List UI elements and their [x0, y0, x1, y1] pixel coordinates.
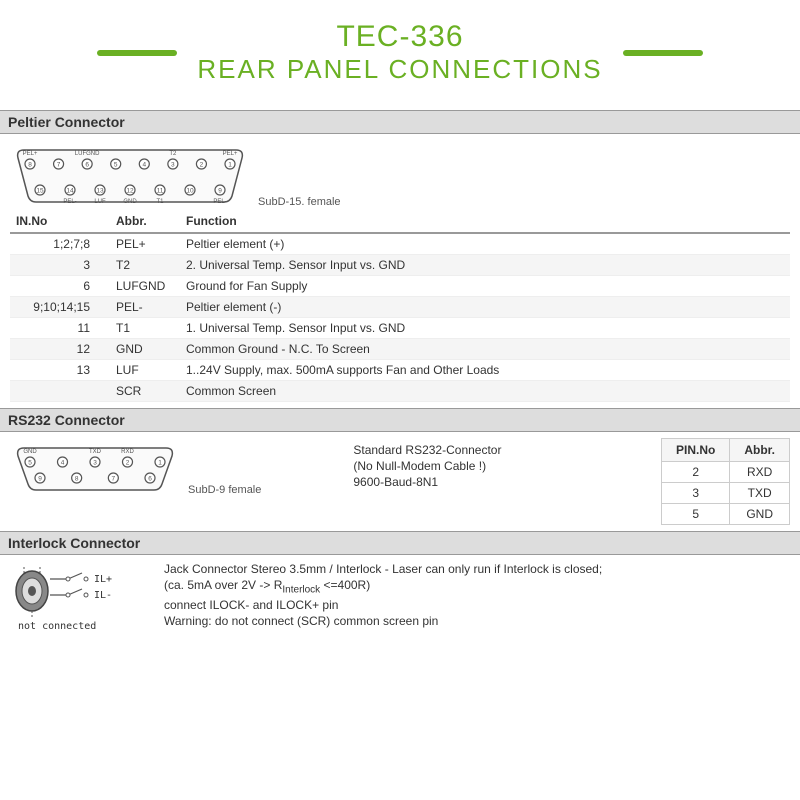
rs232-col-header: Abbr.: [730, 439, 790, 462]
svg-text:11: 11: [157, 188, 164, 195]
header-title: TEC-336: [197, 20, 602, 54]
table-row: SCRCommon Screen: [10, 381, 790, 402]
rs232-pin-table: PIN.NoAbbr. 2RXD3TXD5GND: [661, 438, 790, 525]
svg-text:9: 9: [218, 188, 222, 195]
table-row: 1;2;7;8PEL+Peltier element (+): [10, 233, 790, 255]
page-header: TEC-336 REAR PANEL CONNECTIONS: [0, 0, 800, 110]
table-row: 9;10;14;15PEL-Peltier element (-): [10, 297, 790, 318]
svg-text:PEL-: PEL-: [213, 199, 226, 205]
svg-text:T1: T1: [156, 199, 164, 205]
svg-text:1: 1: [228, 162, 232, 169]
svg-text:5: 5: [114, 162, 118, 169]
svg-text:not connected: not connected: [18, 621, 96, 632]
interlock-line3: connect ILOCK- and ILOCK+ pin: [164, 597, 602, 613]
peltier-col-header: IN.No: [10, 210, 110, 233]
svg-text:8: 8: [75, 476, 79, 483]
svg-text:7: 7: [112, 476, 116, 483]
svg-text:TXD: TXD: [89, 449, 102, 455]
rs232-col-header: PIN.No: [661, 439, 729, 462]
svg-text:3: 3: [171, 162, 175, 169]
svg-text:4: 4: [61, 460, 65, 467]
rs232-desc-line1: Standard RS232-Connector: [353, 442, 649, 458]
svg-text:2: 2: [200, 162, 204, 169]
rs232-description: Standard RS232-Connector (No Null-Modem …: [273, 438, 649, 491]
svg-text:LUF: LUF: [94, 199, 106, 205]
rs232-desc-line3: 9600-Baud-8N1: [353, 474, 649, 490]
table-row: 6LUFGNDGround for Fan Supply: [10, 276, 790, 297]
peltier-section-header: Peltier Connector: [0, 110, 800, 134]
interlock-description: Jack Connector Stereo 3.5mm / Interlock …: [164, 561, 602, 629]
svg-text:1: 1: [158, 460, 162, 467]
peltier-connector-label: SubD-15. female: [258, 196, 341, 208]
table-row: 13LUF1..24V Supply, max. 500mA supports …: [10, 360, 790, 381]
svg-text:13: 13: [96, 188, 104, 195]
svg-text:PEL+: PEL+: [223, 151, 238, 157]
peltier-pin-table: IN.NoAbbr.Function 1;2;7;8PEL+Peltier el…: [10, 210, 790, 402]
svg-text:15: 15: [36, 188, 44, 195]
table-row: 2RXD: [661, 462, 789, 483]
svg-text:9: 9: [38, 476, 42, 483]
svg-text:GND: GND: [23, 449, 37, 455]
svg-text:6: 6: [85, 162, 89, 169]
peltier-col-header: Function: [180, 210, 790, 233]
header-subtitle: REAR PANEL CONNECTIONS: [197, 54, 602, 85]
subd15-connector-icon: 8 PEL+ 7 6 LUFGND 5 4 3 T2 2 1 PEL+ 15 14 PEL- 13 LUF 12 G…: [10, 140, 250, 210]
peltier-panel: 8PEL+76LUFGND543T221PEL+1514PEL-13LUF12G…: [0, 134, 800, 408]
svg-text:10: 10: [186, 188, 194, 195]
svg-text:IL+: IL+: [94, 574, 112, 585]
peltier-connector-row: 8 PEL+ 7 6 LUFGND 5 4 3 T2 2 1 PEL+ 15 14 PEL- 13 LUF 12 G…: [10, 140, 790, 210]
rs232-section-header: RS232 Connector: [0, 408, 800, 432]
subd9-connector-icon: 5 GND 4 3 TXD 2 RXD 1 9 8 7 6: [10, 438, 180, 498]
interlock-line2: (ca. 5mA over 2V -> RInterlock <=400R): [164, 577, 602, 597]
svg-text:6: 6: [148, 476, 152, 483]
table-row: 11T11. Universal Temp. Sensor Input vs. …: [10, 318, 790, 339]
interlock-line4: Warning: do not connect (SCR) common scr…: [164, 613, 602, 629]
table-row: 3TXD: [661, 483, 789, 504]
svg-text:GND: GND: [123, 199, 137, 205]
svg-text:PEL-: PEL-: [63, 199, 76, 205]
svg-text:PEL+: PEL+: [23, 151, 38, 157]
svg-text:7: 7: [57, 162, 61, 169]
svg-text:12: 12: [126, 188, 134, 195]
rs232-connector-label: SubD-9 female: [188, 484, 261, 496]
svg-text:LUFGND: LUFGND: [75, 151, 100, 157]
interlock-panel: IL+ IL-not connected Jack Connector Stere…: [0, 555, 800, 639]
header-bar-left: [97, 50, 177, 56]
header-bar-right: [623, 50, 703, 56]
svg-text:RXD: RXD: [121, 449, 134, 455]
table-row: 5GND: [661, 504, 789, 525]
svg-text:8: 8: [28, 162, 32, 169]
svg-text:T2: T2: [169, 151, 177, 157]
svg-text:5: 5: [28, 460, 32, 467]
svg-text:IL-: IL-: [94, 590, 112, 601]
header-text: TEC-336 REAR PANEL CONNECTIONS: [197, 20, 602, 85]
table-row: 3T22. Universal Temp. Sensor Input vs. G…: [10, 255, 790, 276]
svg-text:3: 3: [93, 460, 97, 467]
interlock-line1: Jack Connector Stereo 3.5mm / Interlock …: [164, 561, 602, 577]
table-row: 12GNDCommon Ground - N.C. To Screen: [10, 339, 790, 360]
interlock-section-header: Interlock Connector: [0, 531, 800, 555]
svg-text:2: 2: [126, 460, 130, 467]
peltier-col-header: Abbr.: [110, 210, 180, 233]
jack-connector-icon: IL+ IL-not connected: [10, 561, 150, 633]
svg-text:4: 4: [142, 162, 146, 169]
svg-text:14: 14: [66, 188, 74, 195]
rs232-panel: 5GND43TXD2RXD19876 SubD-9 female Standar…: [0, 432, 800, 531]
rs232-desc-line2: (No Null-Modem Cable !): [353, 458, 649, 474]
